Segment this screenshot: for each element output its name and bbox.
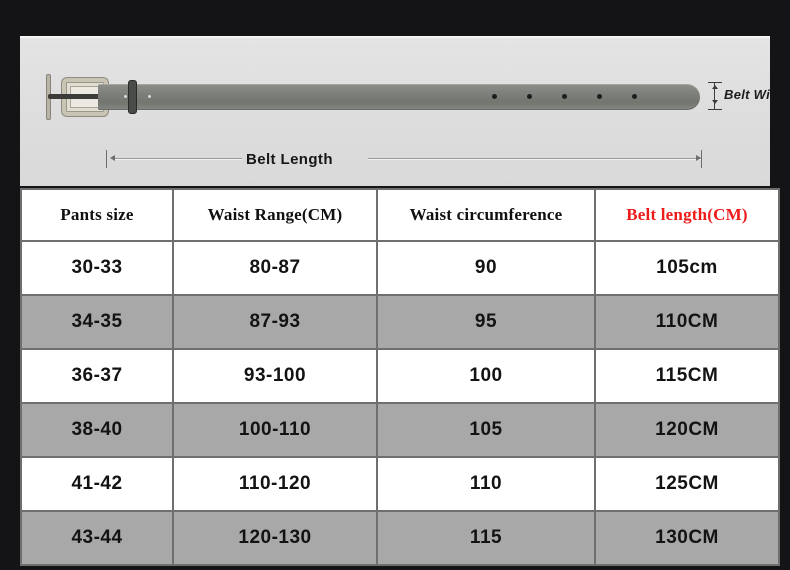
table-row: 36-37 93-100 100 115CM — [20, 348, 780, 404]
cell-waist-circumference: 90 — [376, 240, 596, 296]
cell-waist-range: 80-87 — [172, 240, 378, 296]
cell-belt-length: 125CM — [594, 456, 780, 512]
cell-waist-range: 120-130 — [172, 510, 378, 566]
cell-waist-range: 87-93 — [172, 294, 378, 350]
table-row: 38-40 100-110 105 120CM — [20, 402, 780, 458]
buckle-prong — [48, 94, 104, 99]
cell-belt-length: 115CM — [594, 348, 780, 404]
belt-hole — [597, 94, 602, 99]
cell-belt-length: 120CM — [594, 402, 780, 458]
cell-waist-circumference: 105 — [376, 402, 596, 458]
cell-pants-size: 38-40 — [20, 402, 174, 458]
cell-waist-circumference: 110 — [376, 456, 596, 512]
table-row: 30-33 80-87 90 105cm — [20, 240, 780, 296]
cell-belt-length: 105cm — [594, 240, 780, 296]
belt-keeper-loop — [128, 80, 137, 114]
belt-strap — [98, 84, 700, 110]
column-header-waist-circumference: Waist circumference — [376, 188, 596, 242]
cell-belt-length: 130CM — [594, 510, 780, 566]
belt-width-arrow-down-icon — [712, 100, 718, 104]
table-header-row: Pants size Waist Range(CM) Waist circumf… — [20, 188, 780, 242]
belt-strap-tip — [664, 84, 700, 110]
belt-width-bottom-tick — [708, 109, 722, 110]
cell-pants-size: 30-33 — [20, 240, 174, 296]
belt-length-left-tick — [106, 150, 107, 168]
size-chart-table: Pants size Waist Range(CM) Waist circumf… — [20, 188, 780, 566]
strap-detail-dot — [124, 95, 127, 98]
strap-detail-dot — [148, 95, 151, 98]
cell-pants-size: 34-35 — [20, 294, 174, 350]
belt-width-dimension — [706, 78, 726, 118]
column-header-belt-length: Belt length(CM) — [594, 188, 780, 242]
cell-waist-range: 93-100 — [172, 348, 378, 404]
belt-length-arrow-left-icon — [110, 155, 115, 161]
cell-belt-length: 110CM — [594, 294, 780, 350]
column-header-pants-size: Pants size — [20, 188, 174, 242]
cell-waist-range: 100-110 — [172, 402, 378, 458]
belt-length-label: Belt Length — [246, 151, 333, 168]
belt-hole — [562, 94, 567, 99]
cell-waist-circumference: 100 — [376, 348, 596, 404]
belt-diagram: Belt Width Belt Length — [20, 36, 770, 186]
column-header-waist-range: Waist Range(CM) — [172, 188, 378, 242]
belt-length-right-tick — [701, 150, 702, 168]
cell-pants-size: 43-44 — [20, 510, 174, 566]
belt-width-label: Belt Width — [724, 87, 770, 102]
belt-length-line-right — [368, 158, 701, 160]
cell-waist-range: 110-120 — [172, 456, 378, 512]
belt-hole — [632, 94, 637, 99]
cell-waist-circumference: 95 — [376, 294, 596, 350]
belt-hole — [527, 94, 532, 99]
table-row: 41-42 110-120 110 125CM — [20, 456, 780, 512]
belt-length-line-left — [112, 158, 242, 160]
cell-waist-circumference: 115 — [376, 510, 596, 566]
belt-width-top-tick — [708, 82, 722, 83]
belt-width-stem — [714, 82, 715, 110]
belt-length-arrow-right-icon — [696, 155, 701, 161]
belt-hole — [492, 94, 497, 99]
cell-pants-size: 41-42 — [20, 456, 174, 512]
belt-width-arrow-up-icon — [712, 85, 718, 89]
table-row: 43-44 120-130 115 130CM — [20, 510, 780, 566]
table-row: 34-35 87-93 95 110CM — [20, 294, 780, 350]
cell-pants-size: 36-37 — [20, 348, 174, 404]
